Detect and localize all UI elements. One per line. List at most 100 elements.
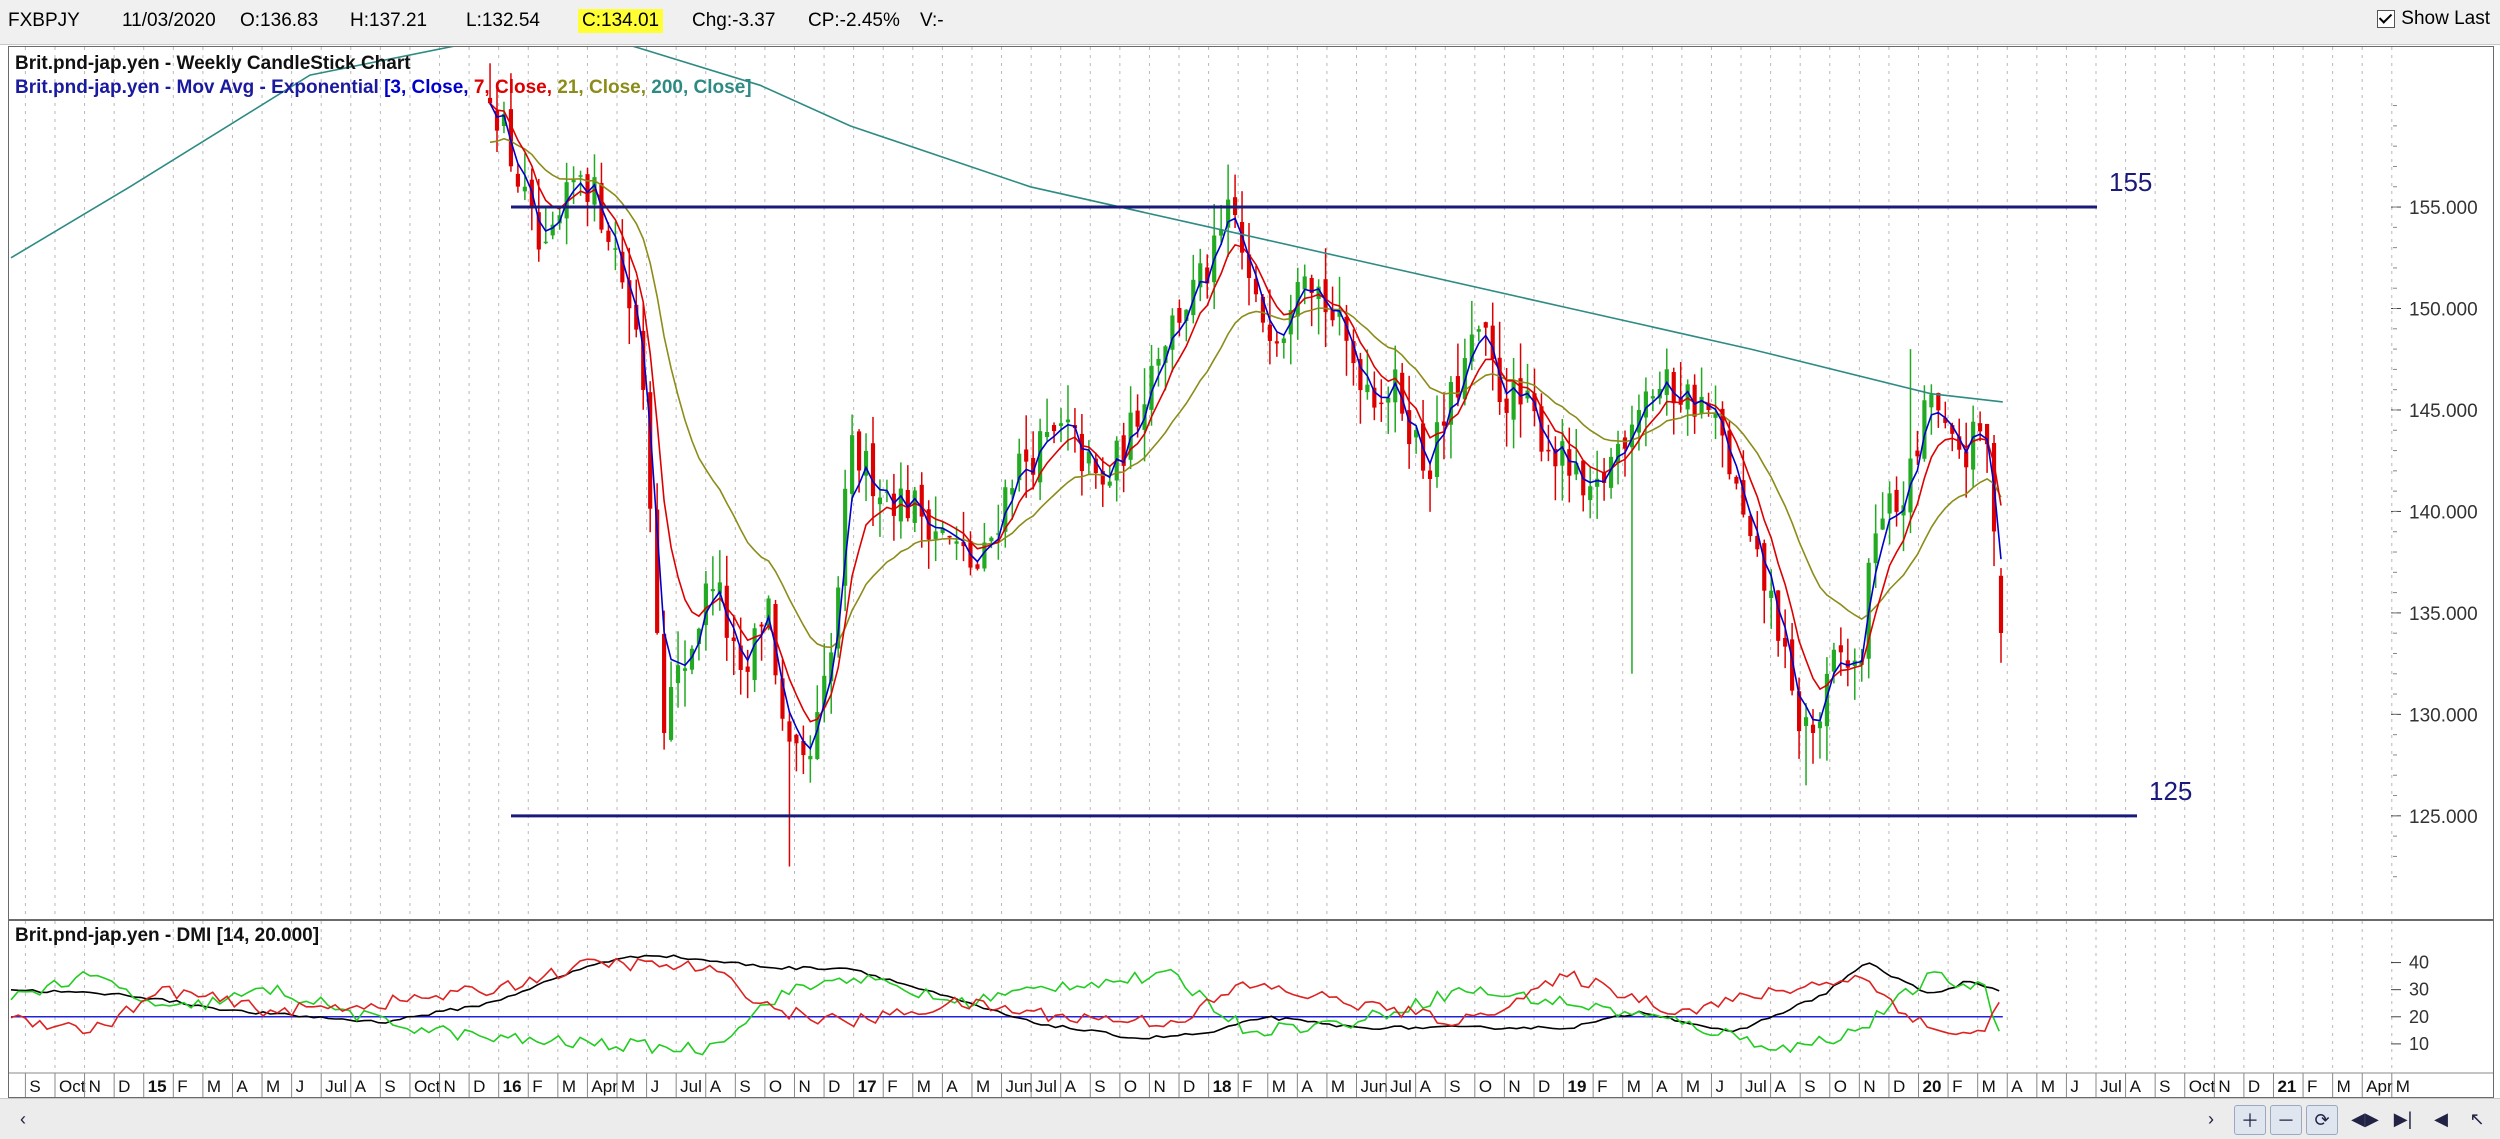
candle-body: [1929, 394, 1934, 408]
candle-body: [1267, 324, 1272, 341]
candle-body: [606, 230, 611, 242]
scroll-left-icon[interactable]: ‹: [20, 1108, 26, 1129]
candle-body: [1964, 451, 1969, 468]
x-tick-label: D: [118, 1077, 130, 1096]
x-tick-label: S: [384, 1077, 395, 1096]
last-page-icon[interactable]: ▶|: [2393, 1108, 2413, 1129]
candle-body: [620, 251, 625, 283]
candle-body: [655, 509, 660, 633]
x-tick-label: A: [1420, 1077, 1432, 1096]
dmi-panel[interactable]: 40 30 20 10 Brit.pnd-jap.yen - DMI [14, 20.0…: [8, 920, 2494, 1098]
x-tick-label: Jul: [2100, 1077, 2122, 1096]
x-tick-label: Apr: [2366, 1077, 2393, 1096]
candle-body: [1274, 341, 1279, 344]
candle-body: [1636, 410, 1642, 433]
candle-body: [940, 528, 945, 534]
scroll-right-icon[interactable]: ›: [2208, 1108, 2214, 1129]
candle-body: [1894, 489, 1899, 512]
candle-body: [1024, 449, 1029, 462]
candle-body: [1476, 329, 1481, 332]
price-panel[interactable]: 155.000 150.000 145.000 140.000 135.000 130.0…: [8, 46, 2494, 920]
show-last-toggle[interactable]: Show Last: [2377, 8, 2490, 30]
candle-body: [1427, 470, 1433, 479]
candle-body: [1838, 645, 1843, 653]
candle-body: [1163, 346, 1168, 363]
x-tick-label: J: [651, 1077, 660, 1096]
candle-body: [724, 585, 729, 638]
candle-body: [1065, 419, 1071, 423]
candle-body: [745, 666, 750, 672]
candle-body: [1358, 359, 1363, 391]
candle-body: [1971, 421, 1976, 470]
x-tick-label: M: [2337, 1077, 2351, 1096]
candle-body: [1031, 458, 1036, 475]
step-back-icon[interactable]: ◀: [2434, 1108, 2448, 1129]
candle-body: [989, 537, 994, 542]
ema200-line: [10, 47, 2003, 403]
refresh-icon[interactable]: ⟳: [2306, 1105, 2338, 1135]
show-last-checkbox[interactable]: [2377, 10, 2396, 28]
candle-body: [1741, 480, 1746, 515]
y-tick-label: 140.000: [2409, 502, 2478, 523]
x-tick-label: 17: [858, 1077, 877, 1096]
candle-body: [843, 488, 848, 586]
x-tick-label: 19: [1568, 1077, 1587, 1096]
candle-body: [1748, 516, 1753, 537]
dmi-title: Brit.pnd-jap.yen - DMI [14, 20.000]: [15, 925, 319, 946]
y-tick-label: 150.000: [2409, 300, 2478, 321]
first-page-icon[interactable]: ◀▶: [2351, 1108, 2379, 1129]
x-tick-label: Jul: [1035, 1077, 1057, 1096]
candle-body: [668, 686, 674, 740]
x-tick-label: S: [1094, 1077, 1105, 1096]
candle-body: [1692, 384, 1697, 417]
price-chart[interactable]: 155.000 150.000 145.000 140.000 135.000 130.0…: [9, 47, 2493, 919]
candle-body: [1824, 673, 1830, 727]
candle-body: [578, 175, 583, 177]
dmi-y-tick-label: 40: [2409, 953, 2429, 973]
candle-body: [1950, 425, 1955, 434]
candle-body: [1622, 437, 1628, 449]
ema7-line: [489, 102, 2002, 723]
candle-body: [731, 637, 736, 642]
candle-body: [1058, 423, 1064, 426]
candle-body: [1469, 334, 1474, 362]
x-tick-label: O: [1124, 1077, 1137, 1096]
x-tick-label: S: [1804, 1077, 1815, 1096]
dmi-y-tick-label: 30: [2409, 980, 2429, 1000]
x-tick-label: F: [1952, 1077, 1962, 1096]
candle-body: [1769, 590, 1774, 599]
x-tick-label: M: [266, 1077, 280, 1096]
candle-body: [1553, 448, 1558, 467]
candle-body: [1400, 372, 1405, 414]
candle-body: [1727, 430, 1732, 475]
x-tick-label: M: [1627, 1077, 1641, 1096]
x-tick-label: 20: [1923, 1077, 1942, 1096]
candle-body: [1226, 199, 1231, 228]
x-tick-label: Jul: [325, 1077, 347, 1096]
candle-body: [662, 633, 667, 734]
x-tick-label: Oct: [2189, 1077, 2216, 1096]
candle-body: [1539, 406, 1544, 452]
x-tick-label: N: [798, 1077, 810, 1096]
x-tick-label: 15: [148, 1077, 167, 1096]
change-pct-label: CP:-2.45%: [808, 10, 900, 31]
candle-body: [1330, 308, 1335, 321]
zoom-out-icon[interactable]: －: [2270, 1105, 2302, 1135]
candle-body: [759, 624, 764, 627]
dmi-chart[interactable]: 40 30 20 10 Brit.pnd-jap.yen - DMI [14, 20.0…: [9, 921, 2493, 1097]
candle-body: [933, 531, 938, 540]
ema21-param: 21, Close,: [557, 77, 651, 98]
cursor-icon[interactable]: ↖: [2469, 1108, 2485, 1129]
candle-body: [1650, 396, 1655, 399]
x-tick-label: Oct: [414, 1077, 441, 1096]
high-label: H:137.21: [350, 10, 428, 31]
candle-body: [508, 109, 514, 167]
x-tick-label: N: [444, 1077, 456, 1096]
x-tick-label: D: [2248, 1077, 2260, 1096]
zoom-in-icon[interactable]: ＋: [2234, 1105, 2266, 1135]
candle-body: [627, 280, 632, 309]
candle-body: [1657, 389, 1662, 399]
candle-body: [717, 582, 722, 594]
candle-body: [494, 110, 500, 131]
candle-body: [1448, 382, 1454, 425]
